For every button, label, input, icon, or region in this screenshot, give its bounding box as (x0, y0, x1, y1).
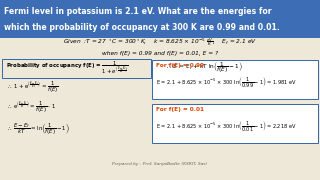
Text: which the probability of occupancy at 300 K are 0.99 and 0.01.: which the probability of occupancy at 30… (4, 22, 280, 32)
Text: Probability of occupancy f(E) = $\dfrac{1}{1+e^{\left(\frac{E-E_f}{kT}\right)}}$: Probability of occupancy f(E) = $\dfrac{… (6, 60, 129, 76)
Text: E = 2.1 + 8.625 × 10$^{-5}$ × 300 ln$\left(\dfrac{1}{0.01} - 1\right)$ = 2.218 e: E = 2.1 + 8.625 × 10$^{-5}$ × 300 ln$\le… (156, 119, 297, 133)
FancyBboxPatch shape (151, 103, 317, 143)
Text: $\therefore$ e$^{\left(\frac{E-E_f}{kT}\right)}$ = $\dfrac{1}{f(E)}$ - 1: $\therefore$ e$^{\left(\frac{E-E_f}{kT}\… (6, 99, 56, 115)
Bar (0, 0, 320, 38)
Text: Fermi level in potassium is 2.1 eV. What are the energies for: Fermi level in potassium is 2.1 eV. What… (4, 6, 272, 15)
Text: For f(E) = 0.99: For f(E) = 0.99 (156, 62, 204, 68)
Text: E = 2.1 + 8.625 × 10$^{-5}$ × 300 ln$\left(\dfrac{1}{0.99} - 1\right)$ = 1.981 e: E = 2.1 + 8.625 × 10$^{-5}$ × 300 ln$\le… (156, 75, 297, 89)
Text: For f(E) = 0.01: For f(E) = 0.01 (156, 107, 204, 111)
FancyBboxPatch shape (2, 58, 150, 78)
Text: when f(E) = 0.99 and f(E) = 0.01, E = ?: when f(E) = 0.99 and f(E) = 0.01, E = ? (102, 51, 218, 55)
Text: $\therefore$ 1 + e$^{\left(\frac{E-E_f}{kT}\right)}$ = $\dfrac{1}{f(E)}$: $\therefore$ 1 + e$^{\left(\frac{E-E_f}{… (6, 79, 59, 95)
FancyBboxPatch shape (151, 60, 317, 98)
Text: $\therefore$ E = E$_f$ + kT ln$\left(\dfrac{1}{f(E)} - 1\right)$: $\therefore$ E = E$_f$ + kT ln$\left(\df… (165, 61, 243, 75)
Text: Prepared by : Prof. SanjaiBadte (KSRIT, Sas): Prepared by : Prof. SanjaiBadte (KSRIT, … (112, 162, 208, 166)
Text: Given  :T = 27 $^\circ$C = 300$^\circ$K,    k = 8.625 × 10$^{-5}$ $\frac{eV}{K}$: Given :T = 27 $^\circ$C = 300$^\circ$K, … (63, 36, 257, 48)
Text: $\therefore$ $\dfrac{E - E_f}{kT}$ = ln$\left(\dfrac{1}{f(E)} - 1\right)$: $\therefore$ $\dfrac{E - E_f}{kT}$ = ln$… (6, 121, 70, 137)
